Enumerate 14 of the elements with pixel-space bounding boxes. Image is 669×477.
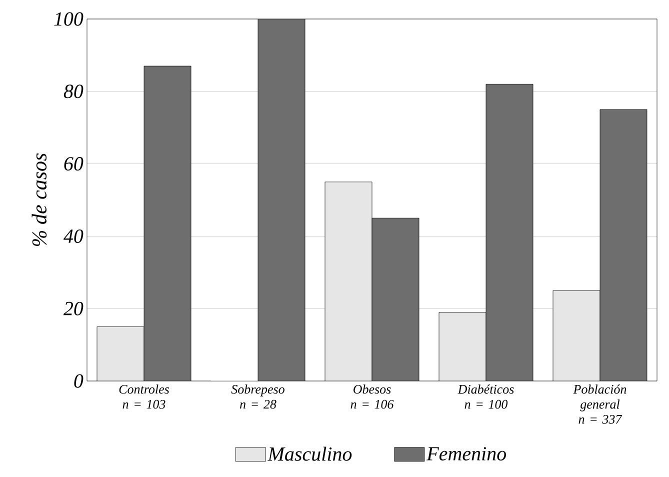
legend-label: Femenino: [426, 447, 506, 460]
x-tick-label: Sobrepeso n = 28: [231, 384, 284, 409]
y-tick-label: 60: [64, 157, 84, 171]
x-tick-label: Población general n = 337: [573, 384, 626, 424]
y-tick-label: 0: [74, 374, 84, 388]
x-tick-label: Obesos n = 106: [350, 384, 394, 409]
x-tick-label: Diabéticos n = 100: [458, 384, 514, 409]
y-tick-label: 80: [64, 84, 84, 98]
legend-label: Masculino: [268, 446, 352, 461]
x-tick-label: Controles n = 103: [119, 384, 170, 409]
y-tick-label: 20: [63, 302, 84, 316]
y-tick-label: 100: [54, 12, 84, 26]
y-axis-title: % de casos: [32, 153, 47, 246]
y-tick-label: 40: [64, 229, 84, 243]
